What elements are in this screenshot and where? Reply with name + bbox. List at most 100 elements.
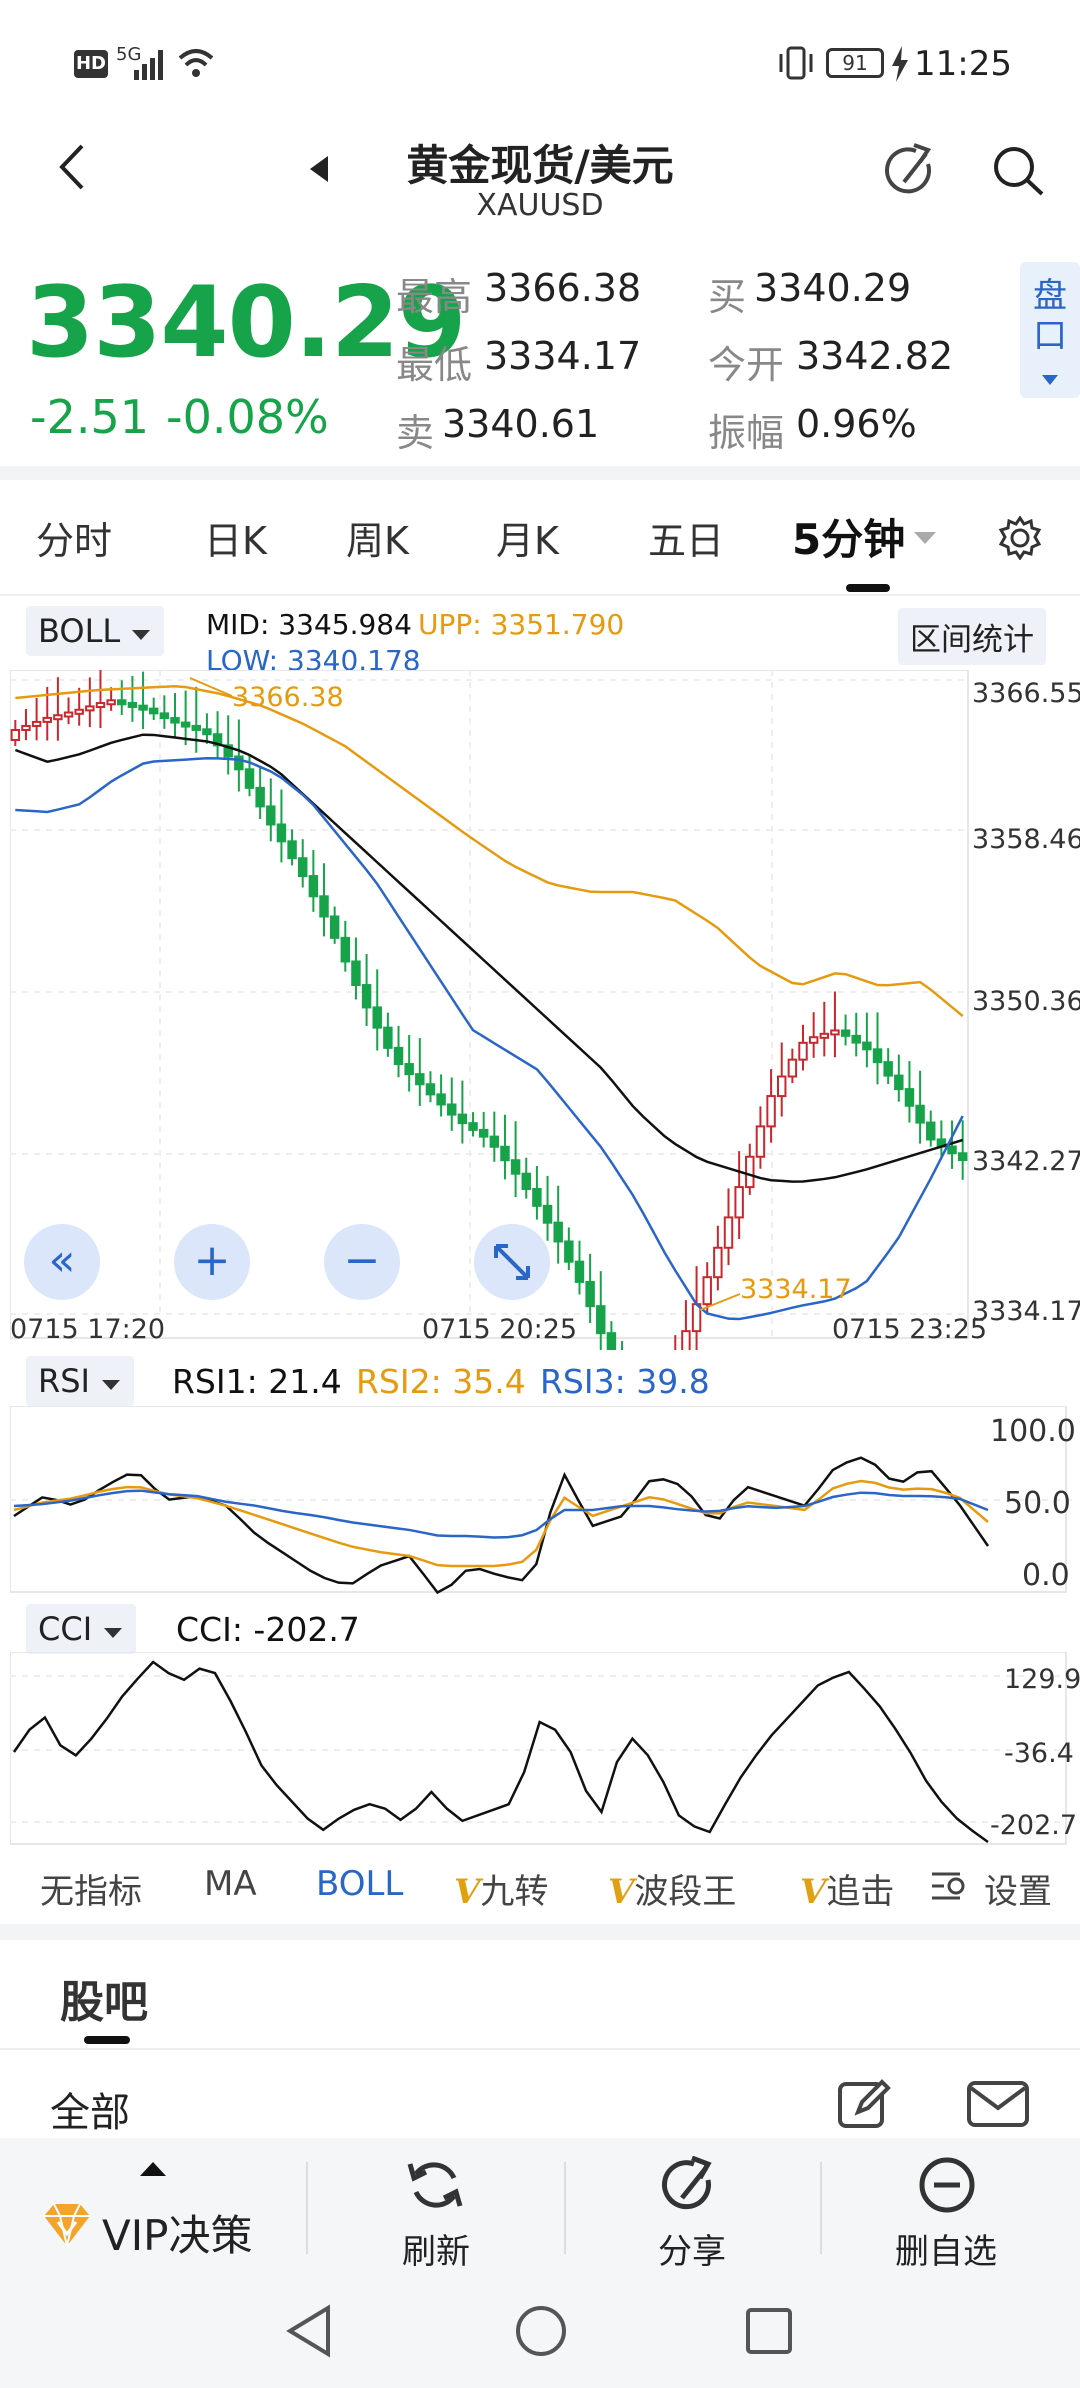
share-button[interactable]: 分享 <box>658 2232 726 2272</box>
refresh-icon <box>407 2162 463 2208</box>
nav-divider <box>306 2162 308 2254</box>
indicator-tab-boll[interactable]: BOLL <box>316 1864 404 1904</box>
back-icon[interactable] <box>54 142 88 192</box>
sell-value: 3340.61 <box>442 402 600 446</box>
candle <box>106 699 116 706</box>
expand-up-icon[interactable] <box>138 2160 168 2178</box>
candle <box>542 1204 553 1224</box>
tab-five-day[interactable]: 五日 <box>648 519 725 563</box>
candle <box>521 1172 531 1190</box>
x-label: 0715 17:20 <box>10 1314 166 1345</box>
guba-title[interactable]: 股吧 <box>60 1977 148 2028</box>
system-back-icon[interactable] <box>284 2304 334 2358</box>
candle <box>276 823 287 843</box>
candle <box>393 1046 404 1066</box>
vip-v-icon: V <box>608 1872 635 1912</box>
wifi-icon <box>178 49 214 77</box>
indicator-tab-jiuzhuan[interactable]: V九转 <box>454 1864 548 1913</box>
tab-dropdown-icon[interactable] <box>912 530 938 546</box>
cci-line <box>12 1660 989 1844</box>
cci-y-label: -36.4 <box>1004 1738 1074 1769</box>
indicator-tab-boduan[interactable]: V波段王 <box>608 1864 736 1913</box>
refresh-button[interactable]: 刷新 <box>402 2232 470 2272</box>
tab-day-k[interactable]: 日K <box>204 519 267 563</box>
settings-gear-icon[interactable] <box>998 516 1042 560</box>
current-price: 3340.29 <box>26 266 466 380</box>
zhuiji-label: 追击 <box>826 1872 895 1912</box>
amplitude-label: 振幅 <box>708 411 785 455</box>
system-home-icon[interactable] <box>514 2304 568 2358</box>
y-label: 3350.36 <box>972 986 1080 1017</box>
candle <box>372 1006 382 1029</box>
boll-low-legend: LOW: 3340.178 <box>206 644 421 677</box>
candle <box>840 1029 851 1037</box>
tab-week-k[interactable]: 周K <box>346 519 409 563</box>
scroll-left-button[interactable]: « <box>24 1224 100 1300</box>
candle <box>468 1122 478 1131</box>
candle <box>31 720 42 727</box>
bottom-nav: VIP决策 刷新 分享 删自选 <box>0 2138 1080 2278</box>
fullscreen-button[interactable] <box>474 1224 550 1300</box>
candle <box>808 1036 819 1044</box>
open-value: 3342.82 <box>796 334 954 378</box>
kline-chart[interactable] <box>10 670 1074 1350</box>
signal-label: 5G <box>116 44 142 65</box>
hd-icon: HD <box>74 50 108 78</box>
candle <box>745 1155 755 1189</box>
tab-fenshi[interactable]: 分时 <box>36 519 113 563</box>
candle <box>170 717 180 724</box>
candle <box>947 1145 957 1155</box>
caret-down-icon <box>104 1628 123 1638</box>
candle <box>478 1128 489 1138</box>
candle <box>851 1034 861 1044</box>
candle <box>255 786 265 808</box>
share-icon[interactable] <box>884 142 942 200</box>
candle <box>510 1159 521 1175</box>
caret-down-icon <box>132 630 151 640</box>
candle <box>457 1113 468 1125</box>
rsi2-legend: RSI2: 35.4 <box>356 1362 526 1401</box>
expand-icon <box>494 1244 530 1280</box>
indicator-settings-label: 设置 <box>984 1872 1052 1912</box>
candle <box>819 1032 830 1039</box>
candle <box>202 728 212 736</box>
remove-favorite-button[interactable]: 删自选 <box>895 2232 997 2272</box>
indicator-tab-ma[interactable]: MA <box>204 1864 257 1904</box>
list-settings-icon <box>932 1872 965 1900</box>
indicator-settings[interactable]: 设置 <box>930 1860 1080 1912</box>
pankou-button[interactable]: 盘口 <box>1020 262 1080 398</box>
rsi-selector[interactable]: RSI <box>26 1356 135 1406</box>
edit-post-icon[interactable] <box>836 2076 892 2132</box>
prev-symbol-icon[interactable] <box>306 154 330 184</box>
boll-selector[interactable]: BOLL <box>26 606 165 656</box>
tab-5min[interactable]: 5分钟 <box>792 515 906 564</box>
candle <box>734 1186 744 1219</box>
chart-frame <box>10 670 969 1339</box>
candle <box>425 1083 436 1096</box>
header: 黄金现货/美元 XAUUSD <box>0 120 1080 260</box>
rsi3-line <box>13 1489 989 1539</box>
price-change: -2.51 <box>30 390 150 444</box>
zoom-in-button[interactable]: + <box>174 1224 250 1300</box>
candle <box>329 915 340 939</box>
rsi-y-label: 50.0 <box>1004 1486 1071 1521</box>
indicator-tab-none[interactable]: 无指标 <box>40 1872 142 1912</box>
cci-selector[interactable]: CCI <box>26 1604 137 1654</box>
indicator-tab-zhuiji[interactable]: V追击 <box>800 1864 930 1913</box>
guba-all-filter[interactable]: 全部 <box>50 2090 130 2136</box>
rsi-chart <box>10 1406 1074 1594</box>
tab-month-k[interactable]: 月K <box>496 519 559 563</box>
range-stats-button[interactable]: 区间统计 <box>898 608 1046 665</box>
candle <box>872 1048 883 1064</box>
candle <box>574 1260 585 1283</box>
cci-y-label: 129.9 <box>1004 1664 1080 1695</box>
system-recents-icon[interactable] <box>744 2306 794 2356</box>
x-label: 0715 23:25 <box>832 1314 988 1345</box>
candle <box>915 1104 925 1124</box>
mail-icon[interactable] <box>966 2080 1030 2128</box>
rsi1-line <box>13 1456 990 1594</box>
vip-decision-button[interactable]: VIP决策 <box>102 2211 253 2260</box>
zoom-out-button[interactable]: − <box>324 1224 400 1300</box>
search-icon[interactable] <box>990 142 1050 200</box>
cci-frame <box>10 1652 1067 1845</box>
